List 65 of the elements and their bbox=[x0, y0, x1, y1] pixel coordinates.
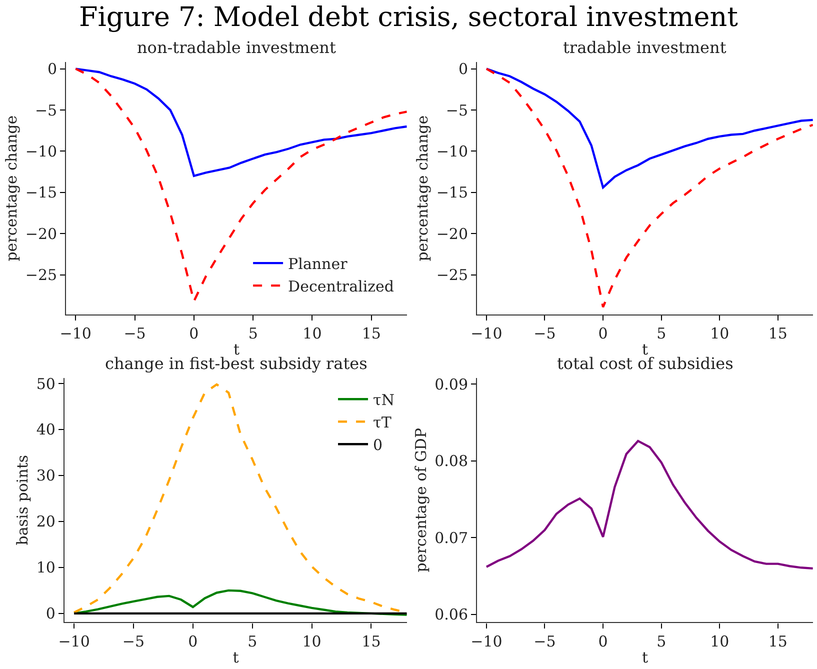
x-tick-label: 10 bbox=[710, 324, 730, 343]
x-tick-label: −5 bbox=[534, 324, 556, 343]
y-tick-label: −10 bbox=[436, 142, 468, 160]
y-tick-label: −15 bbox=[25, 184, 58, 202]
x-tick-label: 5 bbox=[248, 632, 258, 650]
caption: Figure 7: Model debt crisis, sectoral investment bbox=[79, 2, 738, 33]
x-tick-label: −5 bbox=[534, 632, 556, 650]
line-series bbox=[485, 440, 813, 570]
y-axis-title: percentage change bbox=[414, 115, 432, 262]
x-tick-label: −5 bbox=[124, 324, 146, 343]
legend-label: Decentralized bbox=[288, 277, 394, 296]
y-tick-label: −5 bbox=[34, 101, 58, 120]
x-tick-label: 15 bbox=[768, 632, 788, 650]
y-axis-title: percentage of GDP bbox=[412, 428, 430, 572]
line-series bbox=[485, 68, 813, 189]
y-tick-label: −20 bbox=[25, 224, 58, 243]
x-tick-label: −10 bbox=[470, 632, 502, 650]
y-tick-label: 0 bbox=[458, 60, 468, 78]
y-tick-label: 20 bbox=[36, 512, 56, 531]
x-tick-label: −10 bbox=[60, 324, 92, 343]
legend-label: Planner bbox=[288, 254, 348, 273]
x-tick-label: 10 bbox=[710, 632, 730, 650]
x-tick-label: 5 bbox=[248, 324, 258, 343]
x-tick-label: 15 bbox=[362, 632, 381, 650]
x-axis-title: t bbox=[232, 648, 239, 666]
x-tick-label: −5 bbox=[122, 632, 145, 650]
x-tick-label: 0 bbox=[598, 324, 608, 343]
legend-label: τN bbox=[373, 390, 394, 409]
line-series bbox=[74, 68, 407, 302]
x-tick-label: 5 bbox=[656, 324, 666, 343]
x-axis-title: t bbox=[642, 648, 648, 666]
y-tick-label: 0 bbox=[48, 60, 58, 78]
x-tick-label: 10 bbox=[302, 324, 322, 343]
y-axis-title: percentage change bbox=[2, 115, 21, 262]
chart-title: tradable investment bbox=[563, 38, 727, 57]
y-tick-label: −10 bbox=[25, 142, 58, 160]
y-tick-label: −20 bbox=[436, 224, 468, 243]
y-tick-label: −25 bbox=[25, 266, 58, 284]
y-tick-label: 0.09 bbox=[434, 375, 468, 394]
y-tick-label: −5 bbox=[446, 101, 468, 120]
y-tick-label: 50 bbox=[36, 374, 56, 393]
y-axis-title: basis points bbox=[14, 454, 32, 546]
y-tick-label: 30 bbox=[36, 466, 56, 485]
chart-title: non-tradable investment bbox=[137, 38, 336, 57]
y-tick-label: 0.07 bbox=[434, 528, 468, 547]
y-tick-label: 0.08 bbox=[434, 452, 468, 470]
legend-label: τT bbox=[373, 413, 392, 432]
x-tick-label: 0 bbox=[188, 632, 198, 650]
x-tick-label: −10 bbox=[470, 324, 502, 343]
x-tick-label: 10 bbox=[302, 632, 322, 650]
legend-label: 0 bbox=[373, 436, 383, 454]
x-tick-label: 15 bbox=[362, 324, 381, 343]
x-tick-label: 0 bbox=[598, 632, 608, 650]
y-tick-label: 0.06 bbox=[434, 606, 468, 624]
y-tick-label: 40 bbox=[36, 420, 56, 439]
y-tick-label: −25 bbox=[436, 266, 468, 284]
y-tick-label: 10 bbox=[36, 558, 56, 577]
x-tick-label: 5 bbox=[656, 632, 666, 650]
x-tick-label: −10 bbox=[58, 632, 90, 650]
x-tick-label: 15 bbox=[768, 324, 788, 343]
line-series bbox=[74, 68, 407, 178]
x-tick-label: 0 bbox=[189, 324, 199, 343]
y-tick-label: 0 bbox=[46, 604, 56, 623]
y-tick-label: −15 bbox=[436, 184, 468, 202]
line-series bbox=[485, 68, 813, 308]
